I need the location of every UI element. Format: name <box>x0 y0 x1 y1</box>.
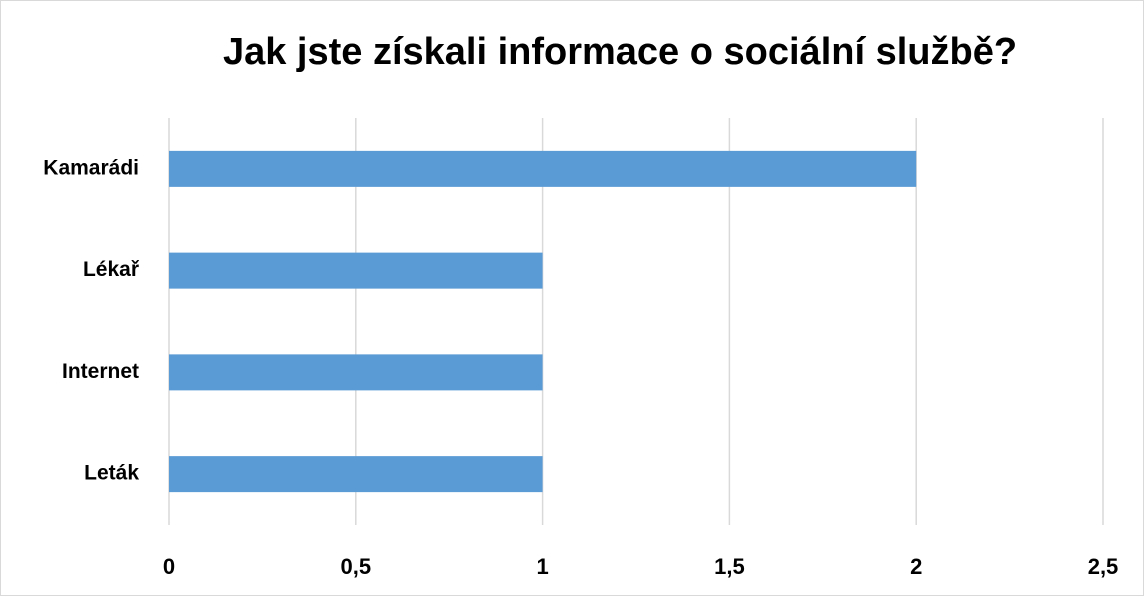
bar <box>169 456 543 493</box>
x-tick-label: 0 <box>163 554 175 579</box>
bar <box>169 354 543 391</box>
bar <box>169 252 543 289</box>
y-tick-label: Kamarádi <box>43 156 139 179</box>
chart-title: Jak jste získali informace o sociální sl… <box>223 31 1017 73</box>
x-tick-label: 2,5 <box>1088 554 1119 579</box>
x-tick-label: 1 <box>536 554 548 579</box>
y-tick-label: Lékař <box>83 258 140 281</box>
y-tick-label: Internet <box>62 360 139 383</box>
y-tick-label: Leták <box>84 462 139 485</box>
x-tick-label: 2 <box>910 554 922 579</box>
x-tick-label: 0,5 <box>341 554 372 579</box>
x-tick-label: 1,5 <box>714 554 745 579</box>
bar <box>169 150 917 187</box>
